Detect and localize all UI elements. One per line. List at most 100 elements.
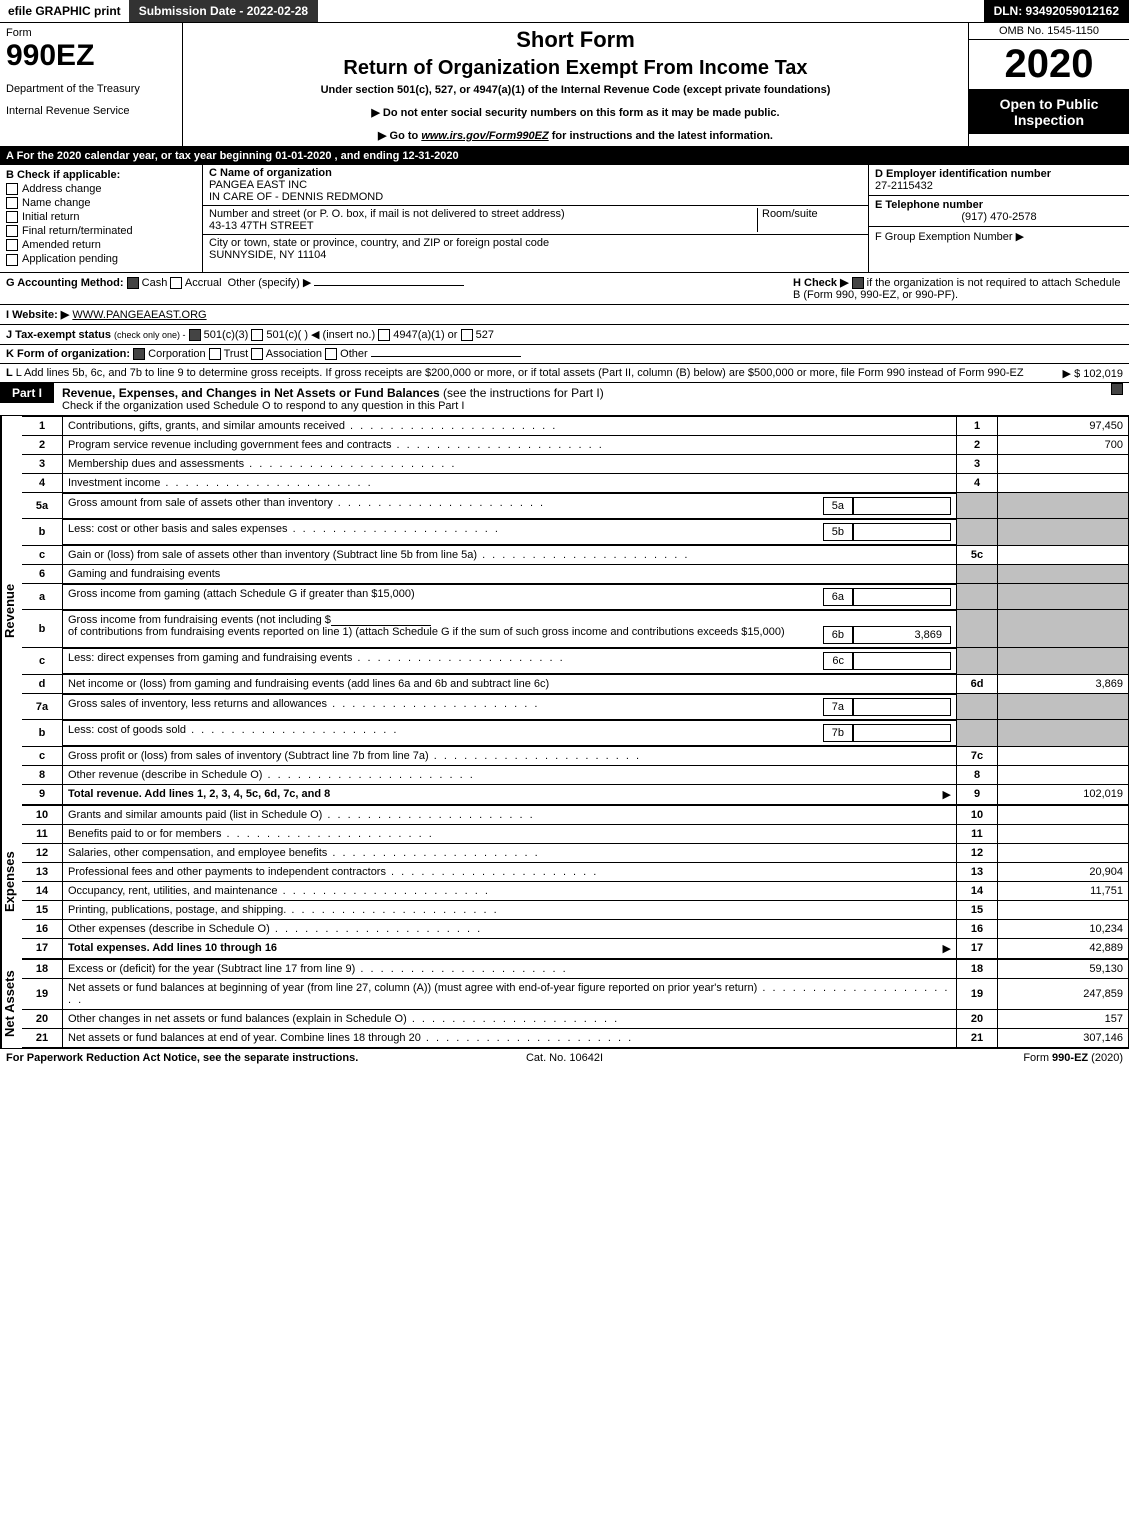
c-city: SUNNYSIDE, NY 11104 [209, 249, 862, 261]
line-12: 12Salaries, other compensation, and empl… [22, 843, 1129, 862]
checkbox-initial-return[interactable] [6, 211, 18, 223]
i-website[interactable]: WWW.PANGEAEAST.ORG [72, 309, 206, 321]
checkbox-527[interactable] [461, 329, 473, 341]
line-18: 18Excess or (deficit) for the year (Subt… [22, 959, 1129, 978]
cb-label-initial: Initial return [22, 211, 79, 223]
line-20: 20Other changes in net assets or fund ba… [22, 1009, 1129, 1028]
subtitle: Under section 501(c), 527, or 4947(a)(1)… [191, 84, 960, 96]
i-label: I Website: ▶ [6, 309, 69, 321]
section-c: C Name of organization PANGEA EAST INC I… [203, 165, 868, 272]
k-trust: Trust [224, 348, 249, 360]
g-other: Other (specify) ▶ [228, 277, 312, 289]
line-2: 2Program service revenue including gover… [22, 435, 1129, 454]
e-tel: (917) 470-2578 [875, 211, 1123, 223]
checkbox-trust[interactable] [209, 348, 221, 360]
checkbox-amended-return[interactable] [6, 239, 18, 251]
c-street: 43-13 47TH STREET [209, 220, 757, 232]
section-gh: G Accounting Method: Cash Accrual Other … [0, 273, 1129, 305]
j-opt3: 4947(a)(1) or [393, 329, 457, 341]
netassets-sidebar-label: Net Assets [0, 959, 22, 1048]
header-right: OMB No. 1545-1150 2020 Open to Public In… [968, 23, 1129, 146]
line-5a: 5aGross amount from sale of assets other… [22, 492, 1129, 519]
checkbox-final-return[interactable] [6, 225, 18, 237]
g-label: G Accounting Method: [6, 277, 124, 289]
line-1: 1Contributions, gifts, grants, and simil… [22, 416, 1129, 435]
line-7c: cGross profit or (loss) from sales of in… [22, 746, 1129, 765]
checkbox-name-change[interactable] [6, 197, 18, 209]
dept-treasury: Department of the Treasury [6, 83, 176, 95]
section-i: I Website: ▶ WWW.PANGEAEAST.ORG [0, 305, 1129, 325]
cb-label-address: Address change [22, 183, 102, 195]
irs-link[interactable]: www.irs.gov/Form990EZ [421, 130, 548, 142]
efile-label: efile GRAPHIC print [0, 0, 129, 22]
checkbox-cash[interactable] [127, 277, 139, 289]
j-opt1: 501(c)(3) [204, 329, 249, 341]
info-block: B Check if applicable: Address change Na… [0, 165, 1129, 273]
line-14: 14Occupancy, rent, utilities, and mainte… [22, 881, 1129, 900]
g-other-input[interactable] [314, 285, 464, 286]
j-sub: (check only one) - [114, 330, 186, 340]
section-def: D Employer identification number 27-2115… [868, 165, 1129, 272]
c-care-of: IN CARE OF - DENNIS REDMOND [209, 191, 862, 203]
checkbox-other-org[interactable] [325, 348, 337, 360]
checkbox-association[interactable] [251, 348, 263, 360]
checkbox-501c[interactable] [251, 329, 263, 341]
j-opt4: 527 [476, 329, 494, 341]
cb-label-amended: Amended return [22, 239, 101, 251]
omb-number: OMB No. 1545-1150 [969, 23, 1129, 40]
k-other: Other [340, 348, 368, 360]
footer-right-post: (2020) [1088, 1052, 1123, 1064]
line-a-period: A For the 2020 calendar year, or tax yea… [0, 147, 1129, 165]
checkbox-accrual[interactable] [170, 277, 182, 289]
checkbox-h[interactable] [852, 277, 864, 289]
line-6b-input[interactable] [331, 614, 431, 626]
j-opt2: 501(c)( ) ◀ (insert no.) [266, 329, 375, 341]
checkbox-address-change[interactable] [6, 183, 18, 195]
section-l: L L Add lines 5b, 6c, and 7b to line 9 t… [0, 364, 1129, 383]
line-16: 16Other expenses (describe in Schedule O… [22, 919, 1129, 938]
header-middle: Short Form Return of Organization Exempt… [183, 23, 968, 146]
line-7a: 7aGross sales of inventory, less returns… [22, 693, 1129, 720]
line-6c: cLess: direct expenses from gaming and f… [22, 648, 1129, 675]
expenses-table: 10Grants and similar amounts paid (list … [22, 805, 1129, 959]
footer-left: For Paperwork Reduction Act Notice, see … [6, 1052, 378, 1064]
note2-pre: ▶ Go to [378, 130, 421, 142]
line-13: 13Professional fees and other payments t… [22, 862, 1129, 881]
footer-right: Form 990-EZ (2020) [751, 1052, 1123, 1064]
open-to-public: Open to Public Inspection [969, 90, 1129, 134]
expenses-block: Expenses 10Grants and similar amounts pa… [0, 805, 1129, 959]
checkbox-part1-schedo[interactable] [1111, 383, 1123, 395]
arrow-icon: ▶ [943, 942, 951, 955]
line-17: 17Total expenses. Add lines 10 through 1… [22, 938, 1129, 958]
form-number: 990EZ [6, 39, 176, 73]
section-g: G Accounting Method: Cash Accrual Other … [6, 276, 793, 301]
l-text: L Add lines 5b, 6c, and 7b to line 9 to … [16, 367, 1024, 379]
line-7b: bLess: cost of goods sold7b [22, 720, 1129, 747]
footer: For Paperwork Reduction Act Notice, see … [0, 1048, 1129, 1067]
checkbox-application-pending[interactable] [6, 254, 18, 266]
f-group-label: F Group Exemption Number ▶ [875, 230, 1123, 243]
checkbox-4947[interactable] [378, 329, 390, 341]
line-3: 3Membership dues and assessments3 [22, 454, 1129, 473]
checkbox-corporation[interactable] [133, 348, 145, 360]
note-ssn: ▶ Do not enter social security numbers o… [191, 106, 960, 119]
dept-irs: Internal Revenue Service [6, 105, 176, 117]
cb-label-pending: Application pending [22, 253, 118, 265]
line-6d: dNet income or (loss) from gaming and fu… [22, 674, 1129, 693]
k-assoc: Association [266, 348, 322, 360]
note2-post: for instructions and the latest informat… [549, 130, 773, 142]
c-street-label: Number and street (or P. O. box, if mail… [209, 208, 757, 220]
k-other-input[interactable] [371, 356, 521, 357]
line-15: 15Printing, publications, postage, and s… [22, 900, 1129, 919]
submission-date-button[interactable]: Submission Date - 2022-02-28 [129, 0, 318, 22]
part1-sub: Check if the organization used Schedule … [62, 400, 1095, 412]
checkbox-501c3[interactable] [189, 329, 201, 341]
header-left: Form 990EZ Department of the Treasury In… [0, 23, 183, 146]
e-tel-label: E Telephone number [875, 199, 1123, 211]
footer-mid: Cat. No. 10642I [378, 1052, 750, 1064]
dln-label: DLN: 93492059012162 [984, 0, 1129, 22]
part1-header: Part I Revenue, Expenses, and Changes in… [0, 383, 1129, 416]
line-5c: cGain or (loss) from sale of assets othe… [22, 545, 1129, 564]
netassets-block: Net Assets 18Excess or (deficit) for the… [0, 959, 1129, 1048]
footer-right-bold: 990-EZ [1052, 1052, 1088, 1064]
